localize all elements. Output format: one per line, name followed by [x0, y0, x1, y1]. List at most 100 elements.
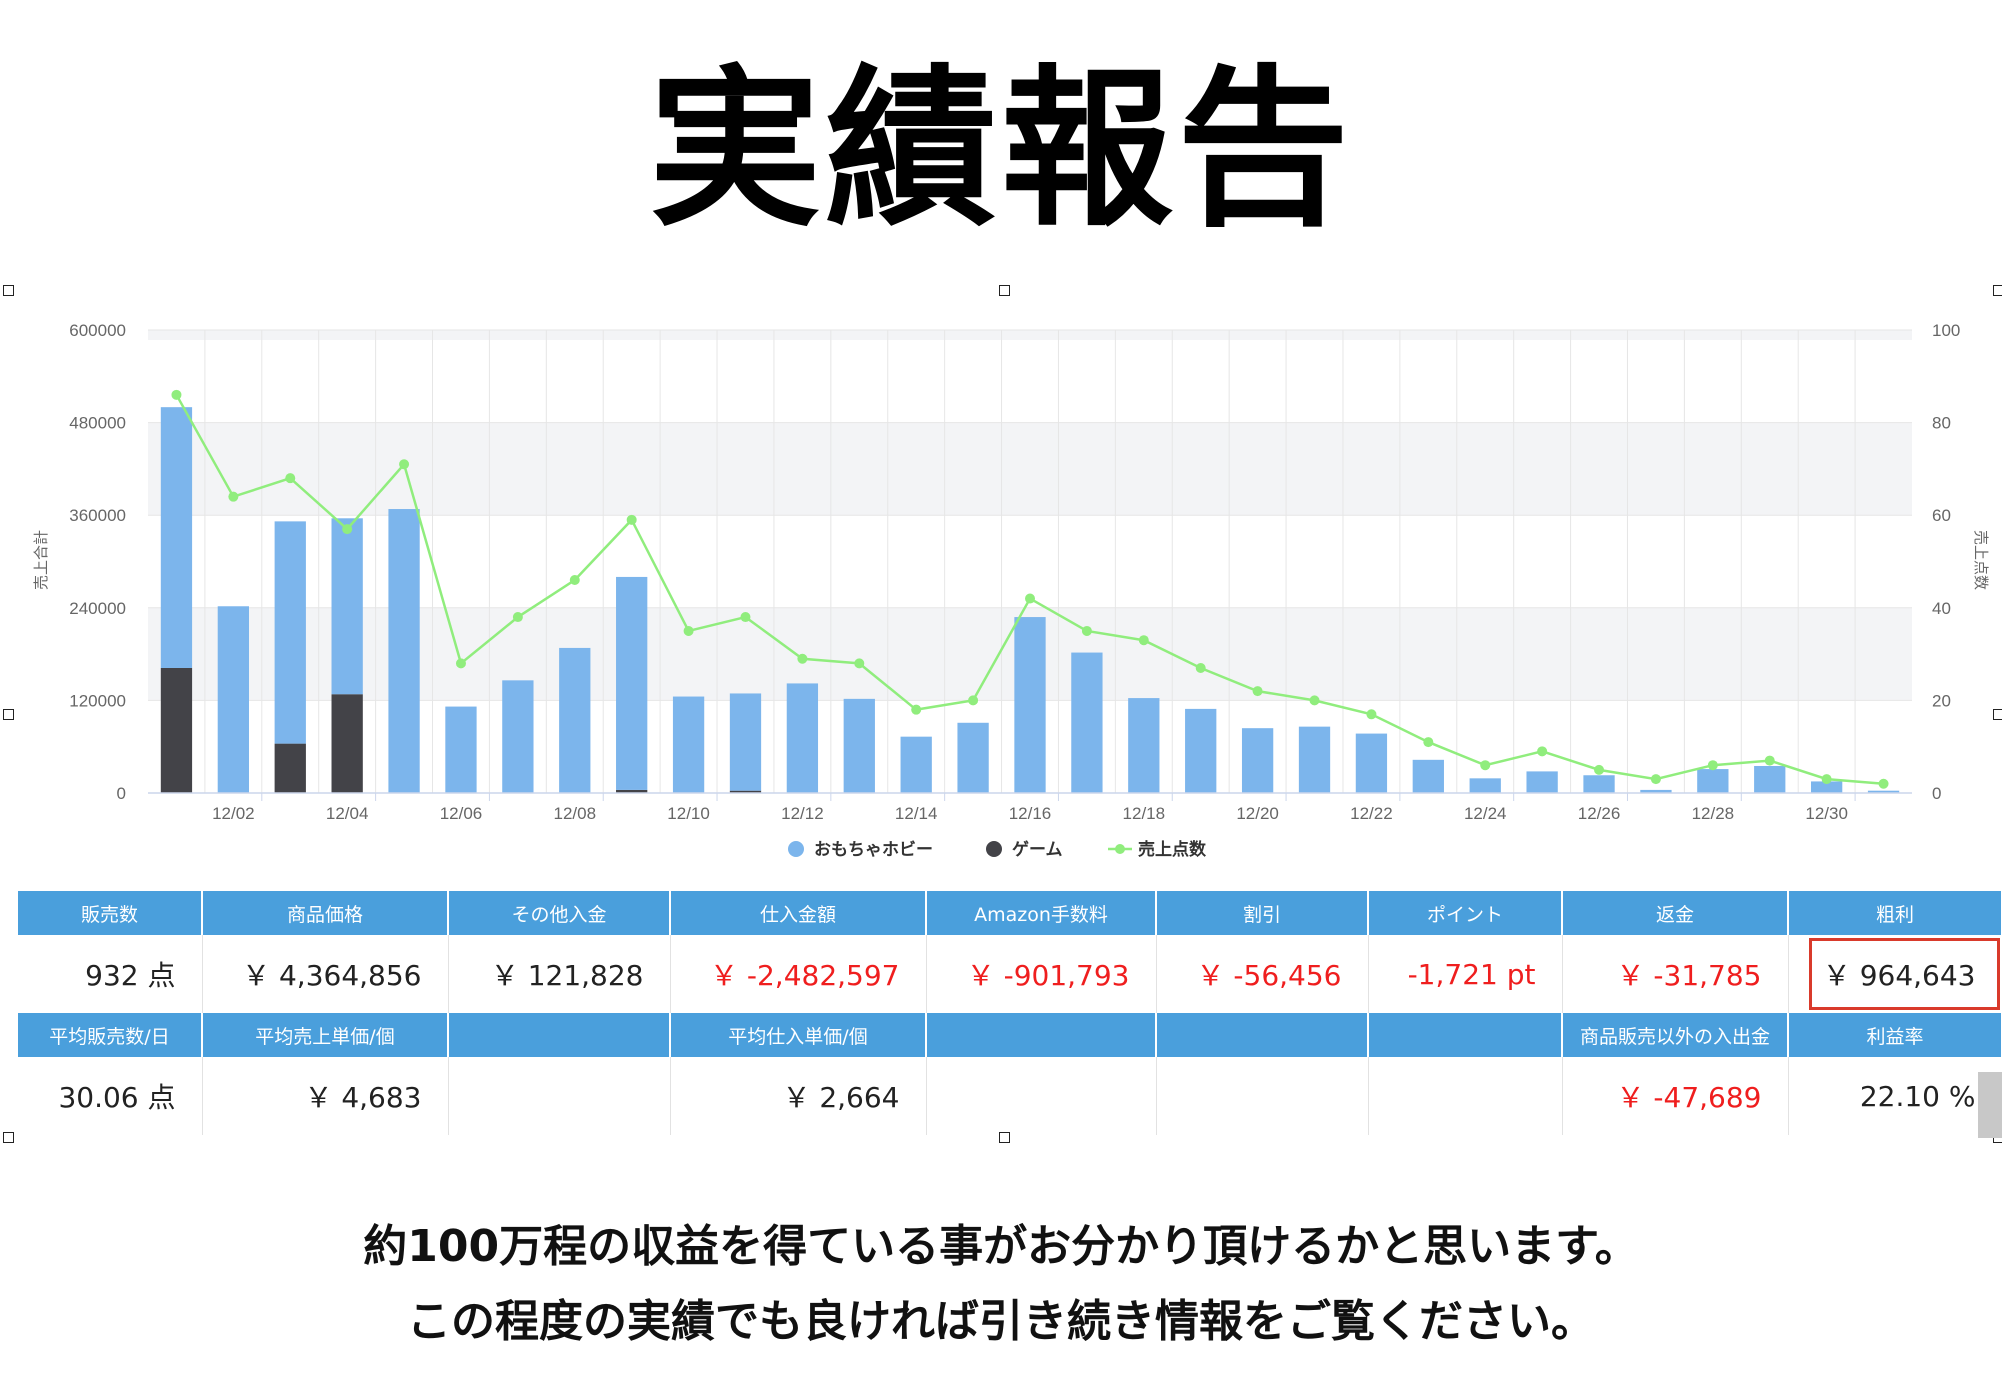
- caption-line-1: 約100万程の収益を得ている事がお分かり頂けるかと思います。: [363, 1221, 1639, 1272]
- x-tick-label: 12/24: [1464, 804, 1507, 823]
- bar: [1185, 708, 1217, 793]
- line-point: [1537, 746, 1548, 757]
- highlight-box: [1808, 938, 2000, 1010]
- bar: [729, 790, 762, 793]
- stats-table: 販売数 商品価格 その他入金 仕入金額 Amazon手数料 割引 ポイント 返金…: [18, 891, 2002, 1135]
- line-point: [683, 625, 694, 636]
- non-sales-cashflow-value: ￥ -47,689: [1562, 1057, 1789, 1135]
- bar: [1128, 698, 1160, 793]
- line-point: [1081, 625, 1092, 636]
- gross-profit-cell: ￥ 964,643: [1788, 935, 2002, 1013]
- bar: [616, 576, 648, 790]
- legend-symbol: [788, 841, 804, 857]
- line-point: [1309, 695, 1320, 706]
- line-point: [854, 658, 865, 669]
- line-point: [1878, 778, 1889, 789]
- header-cell: 割引: [1156, 891, 1369, 935]
- header-cell: 粗利: [1788, 891, 2002, 935]
- selection-handle[interactable]: [3, 709, 14, 720]
- y-axis-title: 売上合計: [32, 530, 50, 590]
- plot-band: [148, 422, 1912, 516]
- line-point: [626, 514, 637, 525]
- line-point: [797, 653, 808, 664]
- y2-tick-label: 60: [1932, 506, 1951, 525]
- value-row-2: 30.06 点 ￥ 4,683 ￥ 2,664 ￥ -47,689 22.10 …: [18, 1057, 2002, 1135]
- x-tick-label: 12/12: [781, 804, 824, 823]
- y2-tick-label: 20: [1932, 691, 1951, 710]
- header-cell: 返金: [1562, 891, 1789, 935]
- bar: [1071, 652, 1103, 793]
- x-tick-label: 12/20: [1236, 804, 1279, 823]
- header-cell: [1156, 1013, 1369, 1057]
- legend-label: 売上点数: [1138, 839, 1207, 860]
- line-point: [1707, 760, 1718, 771]
- y2-tick-label: 0: [1932, 784, 1941, 803]
- line-point: [1195, 662, 1206, 673]
- bar: [1355, 733, 1388, 793]
- selection-handle[interactable]: [1993, 709, 2002, 720]
- y-tick-label: 600000: [69, 321, 126, 340]
- y-tick-label: 480000: [69, 414, 126, 433]
- sales-count-value: 932 点: [18, 935, 203, 1013]
- legend-symbol: [986, 841, 1002, 857]
- selection-handle[interactable]: [3, 1132, 14, 1143]
- bar: [160, 407, 193, 668]
- bar: [274, 521, 306, 744]
- y2-tick-label: 80: [1932, 414, 1951, 433]
- selection-handle[interactable]: [3, 285, 14, 296]
- y-tick-label: 120000: [69, 691, 126, 710]
- bar: [957, 722, 989, 793]
- bar: [388, 509, 420, 793]
- x-tick-label: 12/30: [1805, 804, 1848, 823]
- line-point: [285, 473, 296, 484]
- other-income-value: ￥ 121,828: [448, 935, 671, 1013]
- x-tick-label: 12/08: [554, 804, 597, 823]
- header-cell: 商品価格: [202, 891, 449, 935]
- x-tick-label: 12/18: [1123, 804, 1166, 823]
- bar: [1754, 765, 1786, 793]
- selection-handle[interactable]: [1993, 285, 2002, 296]
- bar: [331, 694, 363, 793]
- legend: おもちゃホビー ゲーム 売上点数: [788, 839, 1207, 860]
- bar: [1867, 790, 1900, 793]
- purchase-amount-value: ￥ -2,482,597: [670, 935, 927, 1013]
- bar: [1298, 726, 1331, 793]
- line-point: [455, 658, 466, 669]
- bar: [274, 743, 306, 793]
- line-series: [171, 389, 1889, 789]
- line-point: [1821, 774, 1832, 785]
- axes: 0 120000 240000 360000 480000 600000 0 20 40 60 80…: [69, 321, 1960, 823]
- bar: [217, 606, 250, 793]
- empty-cell: [926, 1057, 1157, 1135]
- x-tick-label: 12/28: [1692, 804, 1735, 823]
- line-point: [512, 612, 523, 623]
- plot-band: [148, 330, 1912, 340]
- header-cell: ポイント: [1368, 891, 1563, 935]
- bar: [160, 667, 193, 793]
- legend-label: ゲーム: [1012, 839, 1063, 860]
- line-point: [342, 524, 353, 535]
- scrollbar-thumb[interactable]: [1978, 1072, 2002, 1138]
- empty-cell: [1156, 1057, 1369, 1135]
- line-point: [228, 491, 239, 502]
- x-tick-label: 12/06: [440, 804, 483, 823]
- bar: [331, 518, 363, 695]
- refund-value: ￥ -31,785: [1562, 935, 1789, 1013]
- line-point: [1650, 774, 1661, 785]
- bar: [1241, 728, 1274, 793]
- line-point: [1764, 755, 1775, 766]
- x-tick-label: 12/02: [212, 804, 255, 823]
- bar: [616, 789, 648, 793]
- y-tick-label: 360000: [69, 506, 126, 525]
- bar: [1640, 789, 1672, 793]
- bar: [1526, 771, 1558, 793]
- header-cell: 販売数: [18, 891, 203, 935]
- selection-handle[interactable]: [999, 285, 1010, 296]
- page-title: 実績報告: [649, 49, 1353, 250]
- avg-sale-price-value: ￥ 4,683: [202, 1057, 449, 1135]
- bar: [1810, 781, 1843, 793]
- product-price-value: ￥ 4,364,856: [202, 935, 449, 1013]
- header-cell: その他入金: [448, 891, 671, 935]
- legend-label: おもちゃホビー: [814, 840, 933, 860]
- x-tick-label: 12/26: [1578, 804, 1621, 823]
